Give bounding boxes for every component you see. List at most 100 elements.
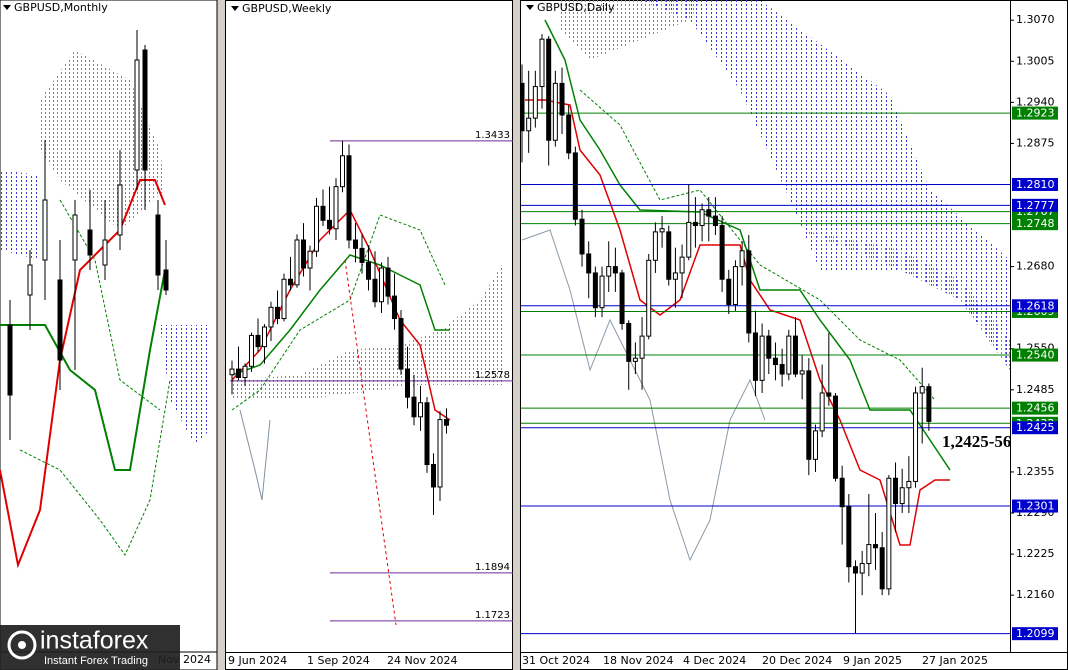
candle-body xyxy=(320,205,326,221)
monthly-candles xyxy=(7,30,169,440)
logo-icon xyxy=(7,630,37,660)
candle-body xyxy=(619,272,625,324)
menu-arrow[interactable] xyxy=(526,5,534,10)
candle-body xyxy=(242,365,248,379)
candle-body xyxy=(424,402,430,466)
candle-body xyxy=(639,335,645,359)
candle-body xyxy=(839,477,845,508)
candle-body xyxy=(706,209,712,217)
chikou-line xyxy=(521,229,766,562)
candle-body xyxy=(275,306,280,320)
candle-body xyxy=(692,221,698,227)
candle-body xyxy=(236,368,241,379)
candle-body xyxy=(526,117,532,132)
candle-body xyxy=(606,266,612,277)
level-box-label: 1.2425 xyxy=(1016,421,1055,434)
candle-body xyxy=(712,215,718,227)
candle-body xyxy=(899,487,905,505)
candle-body xyxy=(806,370,812,460)
logo-name: instaforex xyxy=(40,627,149,655)
level-box-label: 1.2777 xyxy=(1016,199,1055,212)
candle-body xyxy=(632,357,638,362)
candle-body xyxy=(879,547,885,590)
candle-body xyxy=(719,225,725,280)
menu-arrow[interactable] xyxy=(3,5,11,10)
candle-body xyxy=(405,368,410,398)
logo-box xyxy=(0,625,180,670)
candle-body xyxy=(799,370,805,375)
candle-body xyxy=(919,386,925,394)
candle-body xyxy=(314,205,319,252)
level-label: 1.1894 xyxy=(475,562,510,573)
candle-body xyxy=(646,259,652,337)
cloud xyxy=(560,0,700,60)
candle-body xyxy=(659,228,665,233)
tenkan-line xyxy=(231,208,451,421)
level-box xyxy=(1012,401,1058,415)
candle-body xyxy=(398,318,404,370)
menu-arrow[interactable] xyxy=(231,6,239,11)
candle-body xyxy=(679,256,685,274)
candle-body xyxy=(281,278,287,320)
y-tick-label: 1.3070 xyxy=(1016,13,1055,26)
candle-body xyxy=(599,275,605,309)
panel-title: GBPUSD,Weekly xyxy=(242,2,332,15)
candle-body xyxy=(772,357,778,366)
y-tick-label: 1.2680 xyxy=(1016,260,1055,273)
candle-body xyxy=(268,306,274,328)
cloud xyxy=(40,50,165,230)
kijun-line xyxy=(0,269,166,471)
candle-body xyxy=(766,335,772,359)
candle-body xyxy=(579,218,585,255)
candle-body xyxy=(759,335,765,381)
candle-body xyxy=(873,544,879,549)
candle-body xyxy=(249,334,254,367)
candle-body xyxy=(552,82,558,141)
candle-body xyxy=(786,335,792,375)
x-label: 31 Oct 2024 xyxy=(522,654,590,667)
candle-body xyxy=(832,395,838,479)
candle-body xyxy=(566,114,572,154)
candle-body xyxy=(906,480,912,489)
candle-body xyxy=(521,82,525,132)
candle-body xyxy=(532,86,538,119)
candle-body xyxy=(366,261,371,280)
candle-body xyxy=(886,477,892,590)
level-box xyxy=(1012,499,1058,513)
x-label: 9 Jun 2024 xyxy=(228,654,287,667)
y-tick-label: 1.2940 xyxy=(1016,95,1055,108)
level-box xyxy=(1012,348,1058,362)
weekly-chart xyxy=(229,140,513,622)
candle-body xyxy=(255,334,261,348)
span-line xyxy=(59,199,161,411)
candle-body xyxy=(559,82,565,116)
level-box-label: 1.2618 xyxy=(1016,299,1055,312)
x-label: 24 Nov 2024 xyxy=(387,654,457,667)
x-label: 1 Sep 2024 xyxy=(307,654,370,667)
candle-body xyxy=(431,464,436,488)
candle-body xyxy=(732,266,738,306)
candle-body xyxy=(752,332,758,381)
candle-body xyxy=(686,221,692,258)
level-box-label: 1.2099 xyxy=(1016,627,1055,640)
level-box xyxy=(1012,299,1058,313)
level-box-label: 1.2923 xyxy=(1016,107,1055,120)
span-line xyxy=(19,379,171,556)
level-box-label: 1.2810 xyxy=(1016,178,1055,191)
candle-body xyxy=(652,231,658,261)
x-label: 18 Nov 2024 xyxy=(603,654,673,667)
candle-body xyxy=(340,155,345,188)
y-tick-label: 1.2485 xyxy=(1016,383,1055,396)
candle-body xyxy=(418,402,423,418)
x-label: 27 Jan 2025 xyxy=(922,654,988,667)
level-label: 1.2578 xyxy=(475,370,510,381)
monthly-chart xyxy=(0,30,210,569)
candle-body xyxy=(359,247,365,263)
level-box xyxy=(1012,217,1058,231)
candle-body xyxy=(294,239,300,286)
level-label: 1.3433 xyxy=(475,130,510,141)
candle-body xyxy=(262,326,267,348)
annotation: 1,2425-56 xyxy=(942,432,1011,451)
candle-body xyxy=(819,392,825,432)
y-tick-label: 1.2355 xyxy=(1016,465,1055,478)
